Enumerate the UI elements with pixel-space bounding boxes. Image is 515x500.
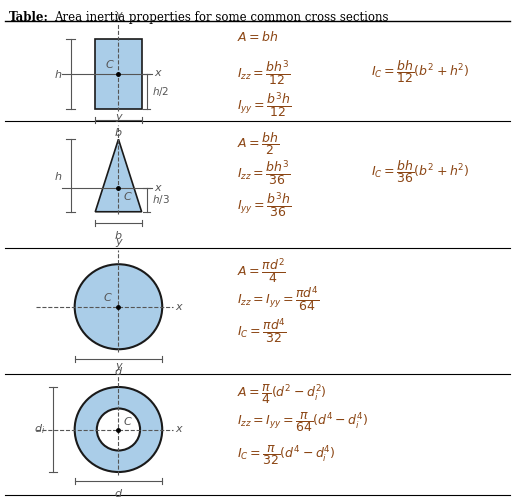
Text: $y$: $y$ — [115, 361, 124, 373]
Bar — [95, 38, 142, 108]
Text: $A = \dfrac{bh}{2}$: $A = \dfrac{bh}{2}$ — [237, 130, 279, 157]
Text: $h/2$: $h/2$ — [152, 84, 169, 98]
Text: $h$: $h$ — [54, 68, 62, 80]
Text: $C$: $C$ — [123, 415, 132, 427]
Text: $I_C = \dfrac{bh}{36}(b^2 + h^2)$: $I_C = \dfrac{bh}{36}(b^2 + h^2)$ — [371, 158, 470, 185]
Text: $x$: $x$ — [175, 424, 183, 434]
Text: $A = bh$: $A = bh$ — [237, 30, 279, 44]
Text: $I_C = \dfrac{\pi}{32}(d^4 - d_i^4)$: $I_C = \dfrac{\pi}{32}(d^4 - d_i^4)$ — [237, 442, 336, 466]
Circle shape — [97, 408, 140, 451]
Text: $A = \dfrac{\pi d^2}{4}$: $A = \dfrac{\pi d^2}{4}$ — [237, 256, 286, 286]
Text: $d$: $d$ — [114, 365, 123, 378]
Text: $I_{zz} = I_{yy} = \dfrac{\pi}{64}(d^4 - d_i^4)$: $I_{zz} = I_{yy} = \dfrac{\pi}{64}(d^4 -… — [237, 410, 368, 434]
Text: Table:: Table: — [9, 11, 49, 24]
Circle shape — [75, 264, 162, 349]
Text: Area inertia properties for some common cross sections: Area inertia properties for some common … — [54, 11, 389, 24]
Circle shape — [75, 387, 162, 472]
Text: $I_C = \dfrac{\pi d^4}{32}$: $I_C = \dfrac{\pi d^4}{32}$ — [237, 316, 287, 346]
Text: $C$: $C$ — [102, 291, 112, 303]
Polygon shape — [95, 140, 142, 212]
Text: $h/3$: $h/3$ — [152, 193, 170, 206]
Text: $A = \dfrac{\pi}{4}(d^2 - d_i^2)$: $A = \dfrac{\pi}{4}(d^2 - d_i^2)$ — [237, 382, 327, 406]
Text: $I_{zz} = I_{yy} = \dfrac{\pi d^4}{64}$: $I_{zz} = I_{yy} = \dfrac{\pi d^4}{64}$ — [237, 284, 320, 314]
Text: $x$: $x$ — [154, 182, 163, 192]
Text: $b$: $b$ — [114, 126, 123, 138]
Text: $I_C = \dfrac{bh}{12}(b^2 + h^2)$: $I_C = \dfrac{bh}{12}(b^2 + h^2)$ — [371, 58, 470, 85]
Text: $C$: $C$ — [123, 190, 132, 202]
Text: $y$: $y$ — [115, 237, 124, 248]
Text: $b$: $b$ — [114, 229, 123, 241]
Text: $C$: $C$ — [105, 58, 114, 70]
Text: $I_{yy} = \dfrac{b^3h}{36}$: $I_{yy} = \dfrac{b^3h}{36}$ — [237, 190, 291, 220]
Text: $y$: $y$ — [115, 112, 124, 124]
Text: $x$: $x$ — [175, 302, 183, 312]
Text: $x$: $x$ — [154, 68, 163, 78]
Text: $I_{zz} = \dfrac{bh^3}{36}$: $I_{zz} = \dfrac{bh^3}{36}$ — [237, 158, 290, 188]
Text: $I_{yy} = \dfrac{b^3h}{12}$: $I_{yy} = \dfrac{b^3h}{12}$ — [237, 90, 291, 120]
Text: $d_i$: $d_i$ — [33, 422, 45, 436]
Text: $d$: $d$ — [114, 487, 123, 499]
Text: $h$: $h$ — [54, 170, 62, 181]
Text: $y$: $y$ — [115, 10, 124, 22]
Text: $I_{zz} = \dfrac{bh^3}{12}$: $I_{zz} = \dfrac{bh^3}{12}$ — [237, 58, 290, 88]
